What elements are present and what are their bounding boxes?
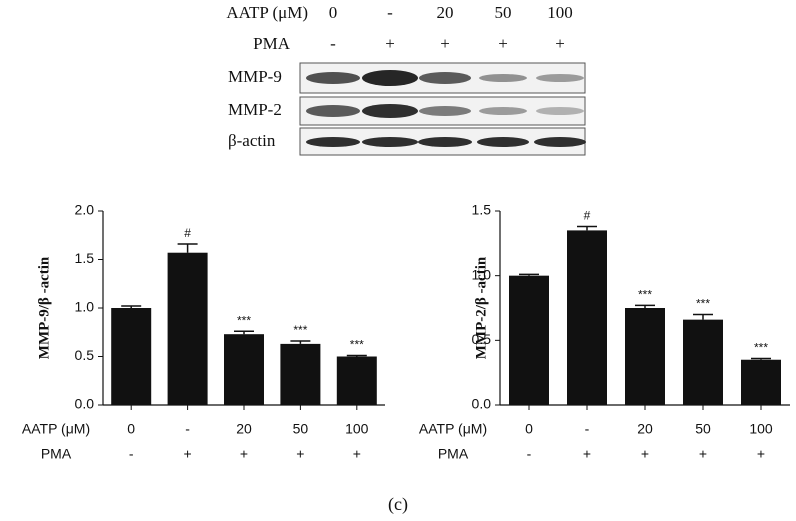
blot-lane-label: 0 <box>329 3 338 22</box>
x-tick-label: 0 <box>525 421 533 437</box>
x-tick-label: + <box>240 446 248 462</box>
blot-lane-label: 100 <box>547 3 573 22</box>
x-tick-label: - <box>585 421 590 437</box>
y-tick-label: 0.0 <box>472 396 492 412</box>
bar <box>336 356 377 405</box>
significance-label: *** <box>293 323 307 337</box>
band <box>536 107 584 115</box>
x-row-label: AATP (μM) <box>22 421 90 437</box>
blot-band-label: MMP-9 <box>228 67 282 86</box>
bar <box>509 275 549 405</box>
bar <box>567 230 607 405</box>
y-tick-label: 1.5 <box>75 250 95 266</box>
x-tick-label: 50 <box>293 421 309 437</box>
band <box>362 70 418 86</box>
y-tick-label: 0.5 <box>75 347 95 363</box>
bar <box>683 319 723 405</box>
error-bar <box>234 330 254 335</box>
x-tick-label: 20 <box>236 421 252 437</box>
y-tick-label: 1.5 <box>472 202 492 218</box>
blot-lane-label: 50 <box>495 3 512 22</box>
error-bar <box>519 273 539 276</box>
blot-lane-label: + <box>555 34 565 53</box>
bar <box>167 252 208 405</box>
y-axis-label: MMP-9/β -actin <box>36 256 52 359</box>
error-bar <box>577 225 597 231</box>
x-row-label: AATP (μM) <box>419 421 487 437</box>
blot-band-label: MMP-2 <box>228 100 282 119</box>
x-tick-label: - <box>129 446 134 462</box>
significance-label: *** <box>754 341 768 355</box>
x-row-label: PMA <box>41 446 72 462</box>
significance-label: *** <box>638 288 652 302</box>
blot-lane-label: 20 <box>437 3 454 22</box>
error-bar <box>346 354 367 357</box>
error-bar <box>693 313 713 320</box>
blot-row-label: AATP (μM) <box>226 3 308 22</box>
x-tick-label: + <box>296 446 304 462</box>
significance-label: *** <box>696 297 710 311</box>
y-tick-label: 1.0 <box>472 266 492 282</box>
significance-label: # <box>584 209 591 223</box>
band <box>536 74 584 82</box>
band <box>418 137 472 147</box>
y-tick-label: 1.0 <box>75 299 95 315</box>
band <box>477 137 529 147</box>
error-bar <box>751 357 771 360</box>
band <box>362 104 418 118</box>
blot-band-label: β-actin <box>228 131 276 150</box>
x-tick-label: + <box>641 446 649 462</box>
x-tick-label: 100 <box>749 421 773 437</box>
bar <box>625 308 665 405</box>
y-axis-label: MMP-2/β -actin <box>473 256 489 359</box>
bar <box>741 359 781 405</box>
band <box>362 137 418 147</box>
significance-label: *** <box>350 338 364 352</box>
error-bar <box>121 305 142 308</box>
error-bar <box>635 304 655 308</box>
significance-label: *** <box>237 313 251 327</box>
blot-lane-label: - <box>387 3 393 22</box>
x-tick-label: 100 <box>345 421 369 437</box>
blot-lane-label: + <box>385 34 395 53</box>
bar <box>280 343 321 405</box>
x-tick-label: + <box>699 446 707 462</box>
x-tick-label: 20 <box>637 421 653 437</box>
bar <box>111 308 152 405</box>
band <box>419 72 471 84</box>
x-row-label: PMA <box>438 446 469 462</box>
x-tick-label: + <box>353 446 361 462</box>
band <box>479 74 527 82</box>
band <box>306 105 360 117</box>
error-bar <box>290 340 311 344</box>
x-tick-label: + <box>184 446 192 462</box>
x-tick-label: 50 <box>695 421 711 437</box>
x-tick-label: 0 <box>127 421 135 437</box>
x-tick-label: - <box>185 421 190 437</box>
y-tick-label: 0.5 <box>472 331 492 347</box>
y-tick-label: 2.0 <box>75 202 95 218</box>
band <box>306 137 360 147</box>
caption: (c) <box>388 494 408 515</box>
blot-lane-label: + <box>498 34 508 53</box>
band <box>419 106 471 116</box>
band <box>479 107 527 115</box>
blot-row-label: PMA <box>253 34 291 53</box>
y-tick-label: 0.0 <box>75 396 95 412</box>
x-tick-label: + <box>583 446 591 462</box>
blot-lane-label: + <box>440 34 450 53</box>
blot-lane-label: - <box>330 34 336 53</box>
band <box>534 137 586 147</box>
band <box>306 72 360 84</box>
significance-label: # <box>184 226 191 240</box>
bar <box>224 334 264 405</box>
blot-bands <box>306 70 586 147</box>
x-tick-label: + <box>757 446 765 462</box>
x-tick-label: - <box>527 446 532 462</box>
error-bar <box>177 243 198 253</box>
